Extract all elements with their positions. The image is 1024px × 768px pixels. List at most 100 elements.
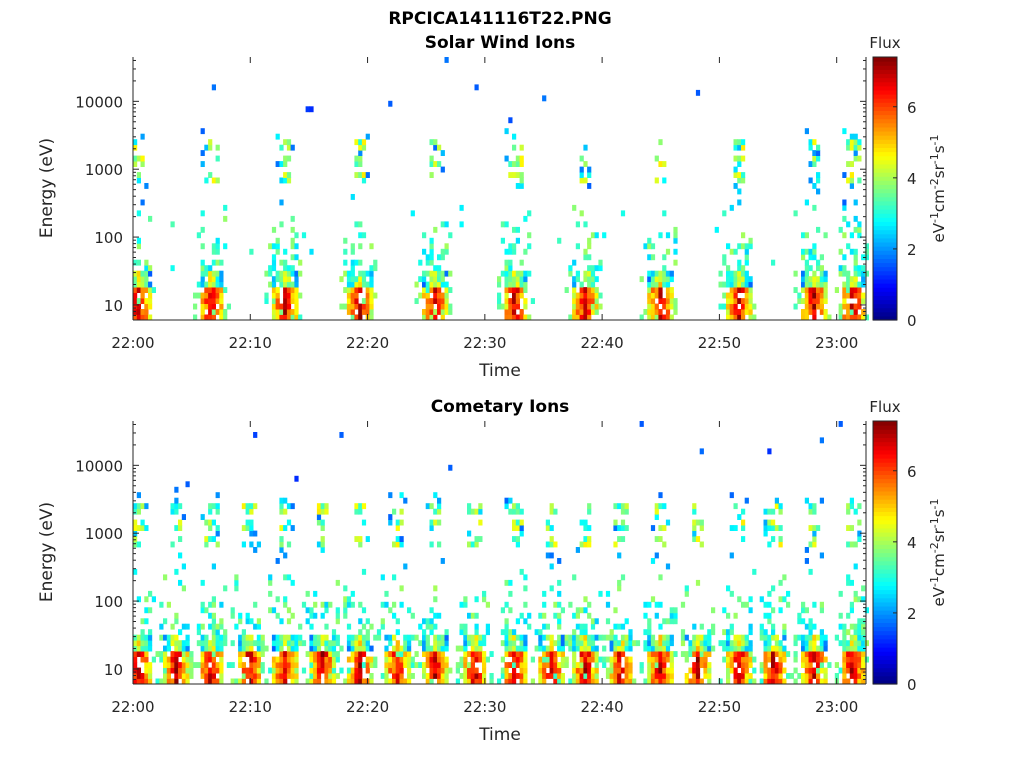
heatmap-cell (211, 309, 216, 315)
heatmap-cell (448, 232, 453, 239)
heatmap-cell (365, 309, 370, 315)
heatmap-cell (320, 656, 325, 663)
colorbar-segment (873, 122, 897, 128)
heatmap-cell (376, 629, 382, 636)
heatmap-cell (842, 298, 847, 304)
heatmap-cell (733, 270, 738, 277)
heatmap-cell (249, 519, 254, 526)
colorbar-title: Flux (869, 34, 900, 52)
heatmap-cell (613, 503, 618, 510)
heatmap-cell (542, 612, 547, 619)
heatmap-cell (211, 629, 216, 636)
heatmap-cell (136, 645, 141, 652)
heatmap-cell (763, 673, 768, 679)
heatmap-cell (759, 629, 764, 636)
heatmap-cell (759, 623, 764, 630)
heatmap-cell (673, 618, 678, 625)
heatmap-cell (733, 248, 738, 255)
heatmap-cell (163, 667, 168, 674)
heatmap-cell (444, 673, 449, 679)
heatmap-cell (748, 645, 753, 652)
heatmap-cell (208, 640, 213, 647)
heatmap-cell (294, 270, 299, 277)
heatmap-cell (553, 678, 558, 685)
heatmap-cell (268, 579, 273, 586)
heatmap-cell (808, 303, 813, 310)
heatmap-cell (437, 292, 442, 299)
heatmap-cell (515, 183, 520, 189)
heatmap-cell (283, 662, 288, 668)
heatmap-cell (425, 287, 430, 293)
heatmap-cell (365, 270, 370, 277)
heatmap-cell (204, 519, 209, 526)
heatmap-cell (508, 298, 513, 304)
heatmap-cell (388, 634, 393, 641)
heatmap-cell (613, 623, 618, 630)
heatmap-cell (816, 651, 821, 657)
heatmap-cell (523, 287, 528, 293)
heatmap-cell (234, 585, 239, 592)
colorbar-segment (873, 577, 897, 582)
heatmap-cell (429, 281, 434, 288)
heatmap-cell (388, 100, 393, 107)
heatmap-cell (654, 514, 659, 520)
heatmap-cell (504, 623, 509, 630)
heatmap-cell (500, 667, 505, 674)
heatmap-cell (853, 623, 858, 630)
heatmap-cell (163, 618, 168, 625)
heatmap-cell (853, 629, 858, 636)
heatmap-cell (148, 303, 153, 310)
heatmap-cell (778, 536, 783, 542)
heatmap-cell (613, 541, 618, 548)
heatmap-cell (741, 508, 746, 515)
heatmap-cell (744, 640, 749, 647)
heatmap-cell (587, 525, 592, 531)
heatmap-cell (508, 629, 513, 636)
heatmap-cell (853, 265, 858, 272)
heatmap-cell (688, 645, 693, 652)
heatmap-cell (200, 210, 205, 217)
heatmap-cell (504, 667, 509, 674)
heatmap-cell (440, 150, 445, 156)
heatmap-cell (620, 210, 626, 217)
heatmap-cell (350, 314, 355, 321)
heatmap-cell (328, 645, 333, 652)
heatmap-cell (433, 161, 438, 167)
heatmap-cell (605, 634, 611, 641)
heatmap-cell (602, 645, 607, 652)
heatmap-cell (853, 314, 858, 321)
heatmap-cell (763, 519, 768, 526)
heatmap-cell (804, 547, 809, 553)
heatmap-cell (823, 281, 828, 288)
heatmap-cell (230, 640, 235, 647)
heatmap-cell (662, 503, 667, 510)
heatmap-cell (808, 508, 813, 515)
heatmap-cell (579, 303, 584, 310)
colorbar-segment (873, 544, 897, 549)
heatmap-cell (425, 634, 430, 641)
heatmap-cell (230, 662, 235, 668)
heatmap-cell (647, 634, 652, 641)
heatmap-cell (534, 645, 539, 652)
heatmap-cell (208, 612, 213, 619)
heatmap-cell (200, 651, 205, 657)
heatmap-cell (583, 177, 588, 184)
heatmap-cell (553, 662, 558, 668)
heatmap-cell (553, 651, 558, 657)
heatmap-cell (737, 144, 742, 151)
heatmap-cell (816, 276, 821, 283)
heatmap-cell (350, 287, 355, 293)
heatmap-cell (774, 673, 779, 679)
x-tick-label: 22:40 (581, 334, 624, 352)
heatmap-cell (320, 541, 325, 548)
colorbar-segment (873, 77, 897, 83)
heatmap-cell (365, 281, 370, 288)
heatmap-cell (208, 139, 213, 146)
heatmap-cell (665, 270, 671, 277)
heatmap-cell (144, 287, 149, 293)
panel-title: Cometary Ions (431, 397, 570, 417)
heatmap-cell (358, 656, 363, 663)
heatmap-cell (215, 292, 220, 299)
heatmap-cell (587, 612, 592, 619)
heatmap-cell (515, 503, 520, 510)
